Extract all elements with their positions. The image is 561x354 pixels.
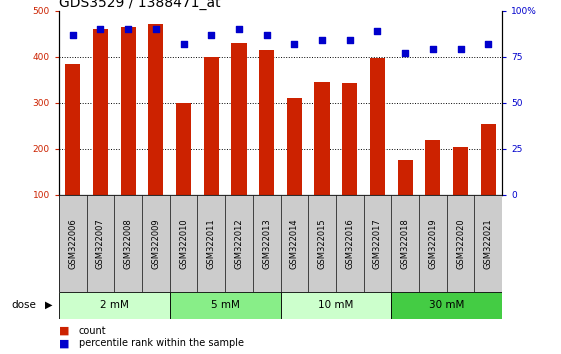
FancyBboxPatch shape — [225, 195, 253, 292]
Text: GSM322011: GSM322011 — [207, 218, 216, 269]
Bar — [176, 103, 191, 195]
Text: ■: ■ — [59, 338, 70, 348]
FancyBboxPatch shape — [392, 292, 502, 319]
Text: GSM322009: GSM322009 — [151, 218, 160, 269]
Bar — [121, 27, 136, 195]
Text: GSM322010: GSM322010 — [179, 218, 188, 269]
Text: GSM322016: GSM322016 — [345, 218, 354, 269]
Text: GSM322021: GSM322021 — [484, 218, 493, 269]
Bar — [287, 98, 302, 195]
FancyBboxPatch shape — [86, 195, 114, 292]
Bar — [481, 124, 496, 195]
Point — [207, 32, 216, 38]
Text: dose: dose — [11, 300, 36, 310]
Bar — [453, 147, 468, 195]
Point — [429, 46, 438, 52]
Text: GSM322012: GSM322012 — [234, 218, 243, 269]
Bar — [370, 58, 385, 195]
Point — [179, 41, 188, 47]
FancyBboxPatch shape — [308, 195, 336, 292]
Text: ■: ■ — [59, 326, 70, 336]
Text: percentile rank within the sample: percentile rank within the sample — [79, 338, 243, 348]
Bar — [231, 43, 247, 195]
Text: GSM322017: GSM322017 — [373, 218, 382, 269]
Text: 2 mM: 2 mM — [100, 300, 128, 310]
Bar — [93, 29, 108, 195]
Text: 10 mM: 10 mM — [318, 300, 353, 310]
FancyBboxPatch shape — [419, 195, 447, 292]
Text: 30 mM: 30 mM — [429, 300, 465, 310]
Bar — [314, 82, 330, 195]
FancyBboxPatch shape — [280, 195, 308, 292]
Text: GSM322018: GSM322018 — [401, 218, 410, 269]
FancyBboxPatch shape — [392, 195, 419, 292]
FancyBboxPatch shape — [364, 195, 392, 292]
Bar — [425, 141, 440, 195]
FancyBboxPatch shape — [447, 195, 475, 292]
Text: GSM322007: GSM322007 — [96, 218, 105, 269]
Point — [123, 26, 132, 32]
Point — [68, 32, 77, 38]
Text: GSM322014: GSM322014 — [290, 218, 299, 269]
Bar — [259, 50, 274, 195]
FancyBboxPatch shape — [142, 195, 169, 292]
Bar — [204, 57, 219, 195]
Point — [345, 37, 354, 43]
Text: GSM322006: GSM322006 — [68, 218, 77, 269]
Text: GDS3529 / 1388471_at: GDS3529 / 1388471_at — [59, 0, 220, 10]
FancyBboxPatch shape — [59, 292, 169, 319]
Point — [262, 32, 271, 38]
Text: 5 mM: 5 mM — [211, 300, 240, 310]
Text: GSM322013: GSM322013 — [262, 218, 271, 269]
Text: GSM322020: GSM322020 — [456, 218, 465, 269]
FancyBboxPatch shape — [169, 195, 197, 292]
Point — [151, 26, 160, 32]
Bar — [148, 24, 163, 195]
Bar — [398, 160, 413, 195]
Bar — [65, 64, 80, 195]
FancyBboxPatch shape — [59, 195, 86, 292]
Point — [290, 41, 299, 47]
Point — [484, 41, 493, 47]
FancyBboxPatch shape — [336, 195, 364, 292]
Text: count: count — [79, 326, 106, 336]
Point — [318, 37, 327, 43]
Text: GSM322019: GSM322019 — [429, 218, 438, 269]
Point — [456, 46, 465, 52]
FancyBboxPatch shape — [280, 292, 392, 319]
Text: GSM322015: GSM322015 — [318, 218, 327, 269]
Point — [401, 50, 410, 56]
Bar — [342, 83, 357, 195]
Text: ▶: ▶ — [45, 300, 52, 310]
Point — [96, 26, 105, 32]
FancyBboxPatch shape — [114, 195, 142, 292]
FancyBboxPatch shape — [169, 292, 280, 319]
FancyBboxPatch shape — [475, 195, 502, 292]
Point — [373, 28, 382, 34]
Text: GSM322008: GSM322008 — [123, 218, 132, 269]
FancyBboxPatch shape — [197, 195, 225, 292]
Point — [234, 26, 243, 32]
FancyBboxPatch shape — [253, 195, 280, 292]
